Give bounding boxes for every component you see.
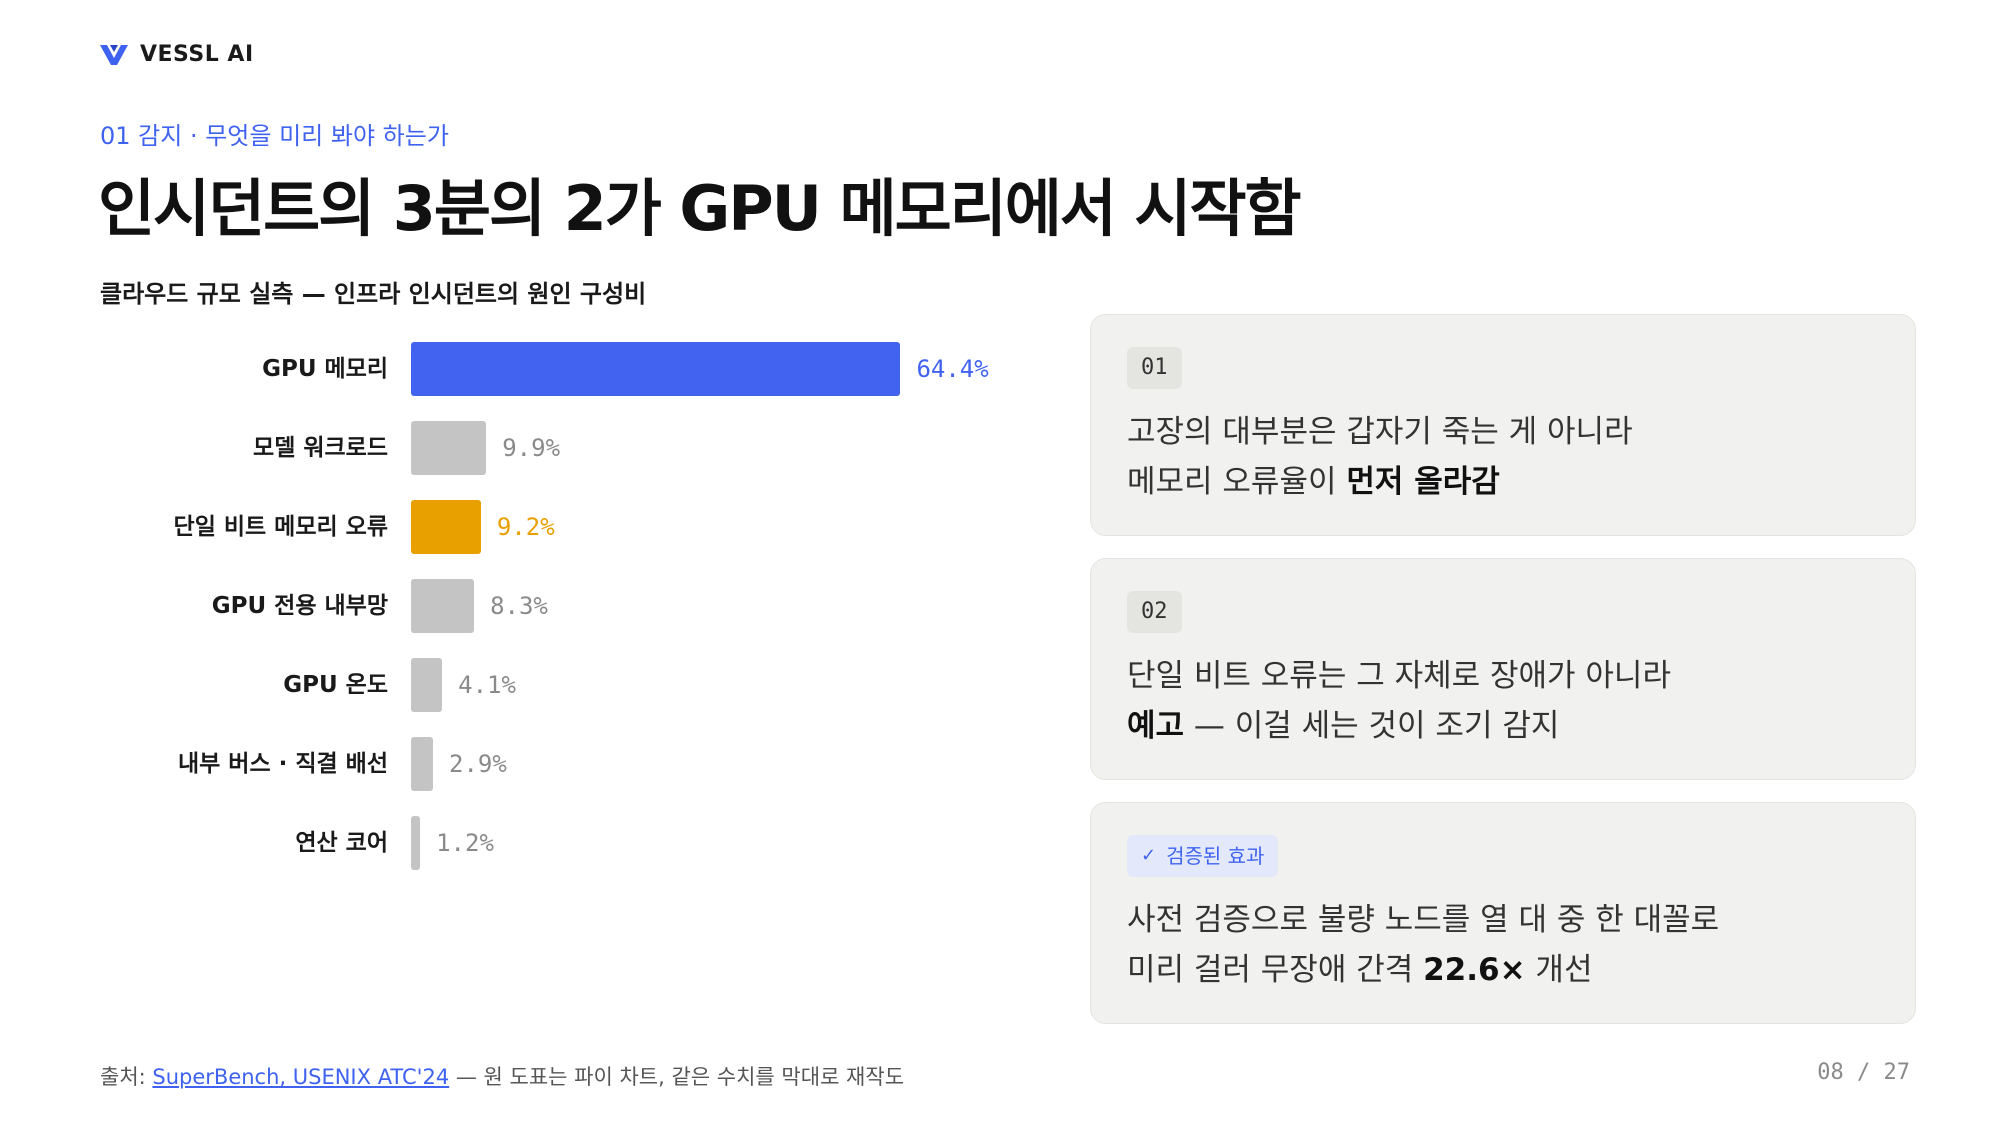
bar-category-label: 모델 워크로드 <box>253 435 388 461</box>
card-number: 02 <box>1127 591 1182 633</box>
bar <box>411 500 481 554</box>
chart-title: 클라우드 규모 실측 — 인프라 인시던트의 원인 구성비 <box>100 280 647 308</box>
card-line-emphasis: 예고 <box>1127 708 1185 744</box>
check-icon: ✓ <box>1141 845 1157 866</box>
source-prefix: 출처: <box>100 1065 153 1089</box>
bar-row: 연산 코어 1.2% <box>0 816 1060 870</box>
bar-row: 단일 비트 메모리 오류 9.2% <box>0 500 1060 554</box>
bar <box>411 816 421 870</box>
bar <box>411 421 487 475</box>
card-line-text: 고장의 대부분은 갑자기 죽는 게 아니라 <box>1127 414 1633 450</box>
card-line: 메모리 오류율이 먼저 올라감 <box>1127 457 1633 507</box>
card-line-emphasis: 22.6× <box>1423 952 1526 988</box>
bar <box>411 579 475 633</box>
card-line-text: 미리 걸러 무장애 간격 <box>1127 952 1424 988</box>
bar <box>411 737 434 791</box>
card-number: 01 <box>1127 347 1182 389</box>
section-eyebrow: 01 감지 · 무엇을 미리 봐야 하는가 <box>100 122 449 150</box>
bar-value-label: 9.2% <box>496 513 555 541</box>
bar-category-label: 내부 버스 · 직결 배선 <box>177 751 388 777</box>
bar-category-label: 단일 비트 메모리 오류 <box>173 514 388 540</box>
bar-value-label: 8.3% <box>490 592 548 620</box>
card-line: 단일 비트 오류는 그 자체로 장애가 아니라 <box>1127 651 1671 701</box>
bar <box>411 342 901 396</box>
card-line-after: — 이걸 세는 것이 조기 감지 <box>1184 708 1560 744</box>
page-title: 인시던트의 3분의 2가 GPU 메모리에서 시작함 <box>98 172 1302 245</box>
card-line: 예고 — 이걸 세는 것이 조기 감지 <box>1127 701 1671 751</box>
bar-category-label: GPU 전용 내부망 <box>211 593 388 619</box>
bar-category-label: GPU 온도 <box>283 672 388 698</box>
bar-value-label: 64.4% <box>916 355 989 383</box>
card-line: 고장의 대부분은 갑자기 죽는 게 아니라 <box>1127 407 1633 457</box>
card-line-text: 메모리 오류율이 <box>1127 464 1347 500</box>
bar-row: 내부 버스 · 직결 배선 2.9% <box>0 737 1060 791</box>
source-footer: 출처: SuperBench, USENIX ATC'24 — 원 도표는 파이… <box>100 1061 904 1091</box>
bar <box>411 658 443 712</box>
bar-value-label: 9.9% <box>502 434 561 462</box>
source-link[interactable]: SuperBench, USENIX ATC'24 <box>152 1065 450 1089</box>
vessl-v-logo-icon <box>100 44 128 65</box>
source-suffix: — 원 도표는 파이 차트, 같은 수치를 막대로 재작도 <box>449 1065 905 1089</box>
bar-row: GPU 전용 내부망 8.3% <box>0 579 1060 633</box>
card-line: 미리 걸러 무장애 간격 22.6× 개선 <box>1127 945 1719 995</box>
verified-badge: ✓ 검증된 효과 <box>1127 835 1279 877</box>
badge-label: 검증된 효과 <box>1166 844 1265 868</box>
card-line-emphasis: 먼저 올라감 <box>1346 464 1500 500</box>
card-line-after: 개선 <box>1525 952 1593 988</box>
card-line-text: 단일 비트 오류는 그 자체로 장애가 아니라 <box>1127 658 1671 694</box>
brand-name: VESSL AI <box>140 42 254 67</box>
bar-row: 모델 워크로드 9.9% <box>0 421 1060 475</box>
bar-chart: GPU 메모리 64.4% 모델 워크로드 9.9% 단일 비트 메모리 오류 9.2% G… <box>0 336 1060 876</box>
page-number: 08 / 27 <box>1817 1060 1910 1085</box>
bar-row: GPU 온도 4.1% <box>0 658 1060 712</box>
bar-category-label: GPU 메모리 <box>262 356 388 382</box>
card-line-text: 사전 검증으로 불량 노드를 열 대 중 한 대꼴로 <box>1127 902 1720 938</box>
bar-value-label: 4.1% <box>458 671 516 699</box>
brand-logo: VESSL AI <box>100 42 254 67</box>
bar-value-label: 1.2% <box>436 829 494 857</box>
card-line: 사전 검증으로 불량 노드를 열 대 중 한 대꼴로 <box>1127 895 1719 945</box>
bar-value-label: 2.9% <box>449 750 507 778</box>
bar-row: GPU 메모리 64.4% <box>0 342 1060 396</box>
bar-category-label: 연산 코어 <box>295 830 388 856</box>
